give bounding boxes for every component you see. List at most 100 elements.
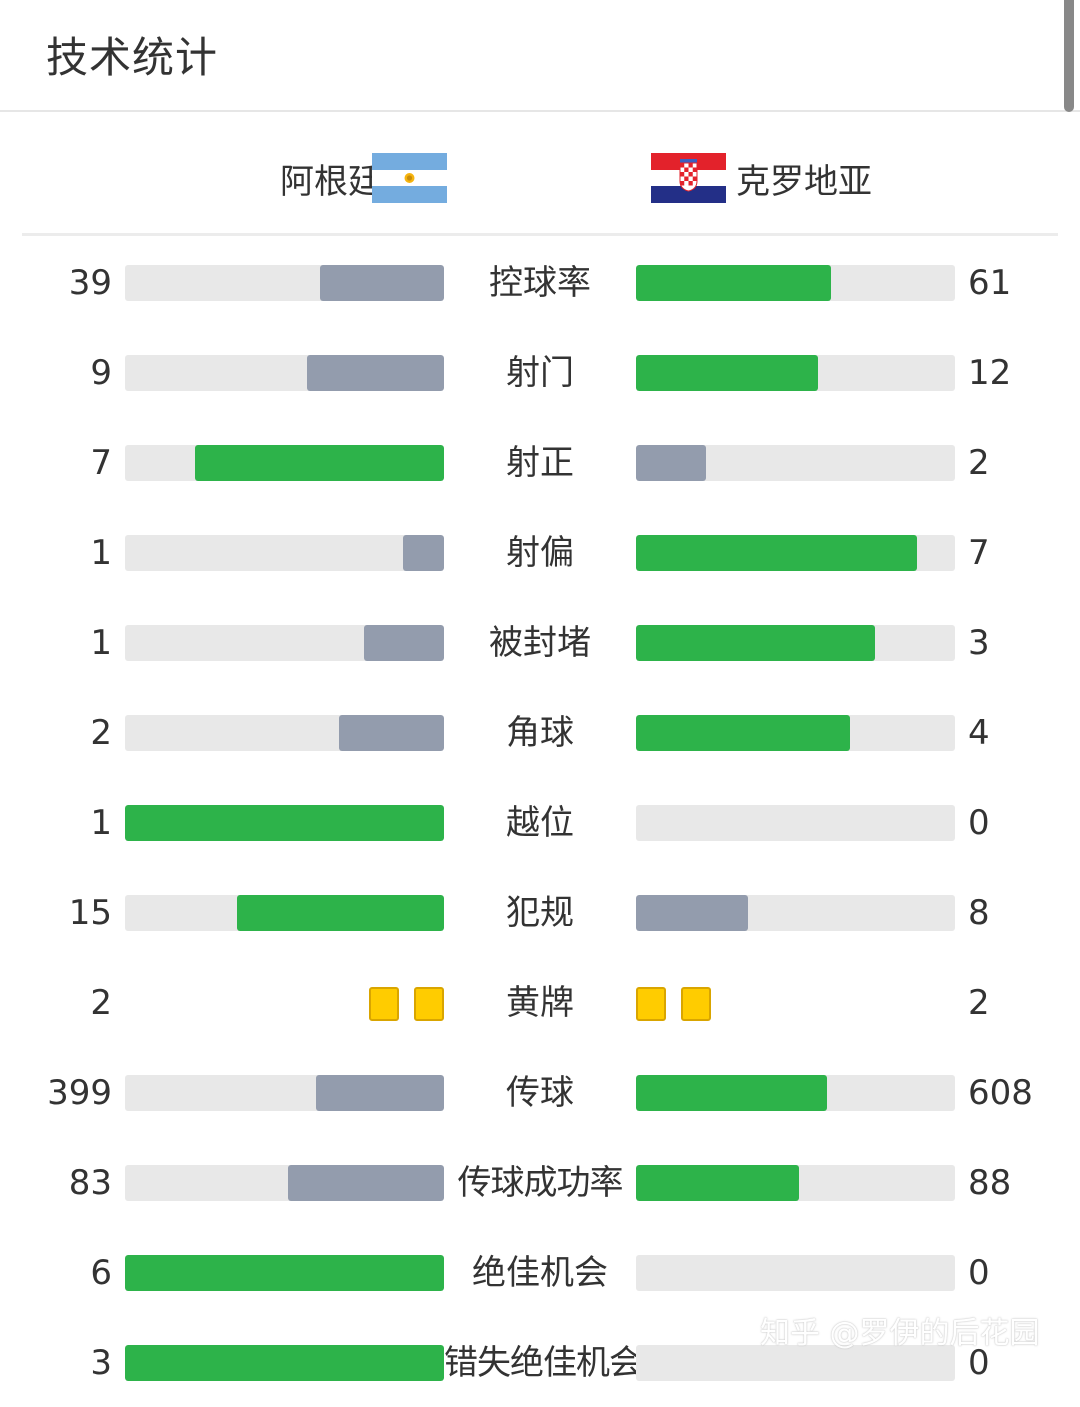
croatia-flag-icon (651, 153, 726, 203)
away-value: 2 (968, 983, 990, 1023)
home-value: 15 (68, 893, 112, 933)
stat-label: 错失绝佳机会 (444, 1343, 643, 1383)
away-value: 0 (968, 1343, 990, 1383)
away-bar-track (636, 895, 955, 931)
home-value: 1 (90, 533, 112, 573)
stat-label: 传球 (506, 1073, 574, 1113)
away-bar-track (636, 355, 955, 391)
away-value: 88 (968, 1163, 1012, 1203)
home-bar-fill (288, 1165, 444, 1201)
home-bar-fill (125, 1255, 444, 1291)
stat-label: 射正 (506, 443, 574, 483)
away-value: 2 (968, 443, 990, 483)
away-bar-fill (636, 625, 875, 661)
away-bar-track (636, 535, 955, 571)
home-bar-track (125, 1345, 444, 1381)
away-bar-track (636, 445, 955, 481)
stat-label: 被封堵 (489, 623, 591, 663)
stat-row: 9 射门 12 (0, 327, 1080, 417)
home-bar-track (125, 1255, 444, 1291)
home-bar-fill (339, 715, 444, 751)
watermark: 知乎 @罗伊的后花园 (760, 1316, 1040, 1351)
scrollbar[interactable] (1064, 0, 1074, 112)
yellow-card-icon (681, 987, 711, 1021)
away-value: 0 (968, 1253, 990, 1293)
away-bar-track (636, 1165, 955, 1201)
teams-header: 阿根廷 克罗地亚 (22, 128, 1058, 236)
stat-row: 2 角球 4 (0, 687, 1080, 777)
stat-label: 越位 (506, 803, 574, 843)
home-value: 6 (90, 1253, 112, 1293)
stat-row: 2 黄牌 2 (0, 957, 1080, 1047)
home-bar-track (125, 535, 444, 571)
stat-row: 7 射正 2 (0, 417, 1080, 507)
home-value: 83 (68, 1163, 112, 1203)
argentina-flag-icon (372, 153, 447, 203)
away-bar-fill (636, 895, 748, 931)
away-value: 7 (968, 533, 990, 573)
stat-label: 黄牌 (506, 983, 574, 1023)
stat-label: 绝佳机会 (472, 1253, 608, 1293)
stat-row: 39 控球率 61 (0, 237, 1080, 327)
stat-row: 15 犯规 8 (0, 867, 1080, 957)
home-value: 39 (68, 263, 112, 303)
stat-label: 传球成功率 (457, 1163, 624, 1203)
home-bar-fill (307, 355, 444, 391)
home-value: 1 (90, 623, 112, 663)
stat-row: 83 传球成功率 88 (0, 1137, 1080, 1227)
home-bar-fill (320, 265, 444, 301)
home-bar-fill (364, 625, 444, 661)
stat-row: 1 射偏 7 (0, 507, 1080, 597)
stat-label: 犯规 (506, 893, 574, 933)
home-bar-fill (125, 1345, 444, 1381)
header: 技术统计 (0, 0, 1080, 112)
home-value: 3 (90, 1343, 112, 1383)
away-bar-track (636, 715, 955, 751)
away-bar-fill (636, 715, 850, 751)
stat-label: 射偏 (506, 533, 574, 573)
home-bar-track (125, 445, 444, 481)
away-bar-fill (636, 355, 818, 391)
home-bar-track (125, 355, 444, 391)
page-title: 技术统计 (46, 33, 219, 82)
home-bar-fill (403, 535, 444, 571)
home-bar-track (125, 265, 444, 301)
stat-row: 1 被封堵 3 (0, 597, 1080, 687)
home-bar-track (125, 1165, 444, 1201)
home-bar-track (125, 1075, 444, 1111)
away-bar-fill (636, 535, 917, 571)
away-team-name: 克罗地亚 (736, 162, 872, 202)
away-bar-track (636, 265, 955, 301)
home-value: 2 (90, 713, 112, 753)
stat-label: 控球率 (489, 263, 591, 303)
stat-row: 1 越位 0 (0, 777, 1080, 867)
home-bar-track (125, 805, 444, 841)
stat-row: 6 绝佳机会 0 (0, 1227, 1080, 1317)
away-bar-fill (636, 265, 831, 301)
home-value: 1 (90, 803, 112, 843)
home-bar-fill (237, 895, 444, 931)
home-bar-fill (195, 445, 444, 481)
yellow-card-icon (636, 987, 666, 1021)
yellow-card-icon (369, 987, 399, 1021)
home-bar-fill (125, 805, 444, 841)
away-value: 3 (968, 623, 990, 663)
away-bar-fill (636, 1165, 799, 1201)
stat-label: 角球 (506, 713, 574, 753)
away-bar-track (636, 1075, 955, 1111)
away-bar-track (636, 625, 955, 661)
home-value: 2 (90, 983, 112, 1023)
home-bar-track (125, 715, 444, 751)
home-team-name: 阿根廷 (280, 162, 382, 202)
away-value: 8 (968, 893, 990, 933)
home-value: 399 (47, 1073, 112, 1113)
stat-label: 射门 (506, 353, 574, 393)
yellow-card-icon (414, 987, 444, 1021)
away-value: 61 (968, 263, 1012, 303)
away-bar-track (636, 805, 955, 841)
away-value: 12 (968, 353, 1012, 393)
away-bar-fill (636, 1075, 827, 1111)
stat-row: 399 传球 608 (0, 1047, 1080, 1137)
away-bar-fill (636, 445, 706, 481)
home-value: 7 (90, 443, 112, 483)
